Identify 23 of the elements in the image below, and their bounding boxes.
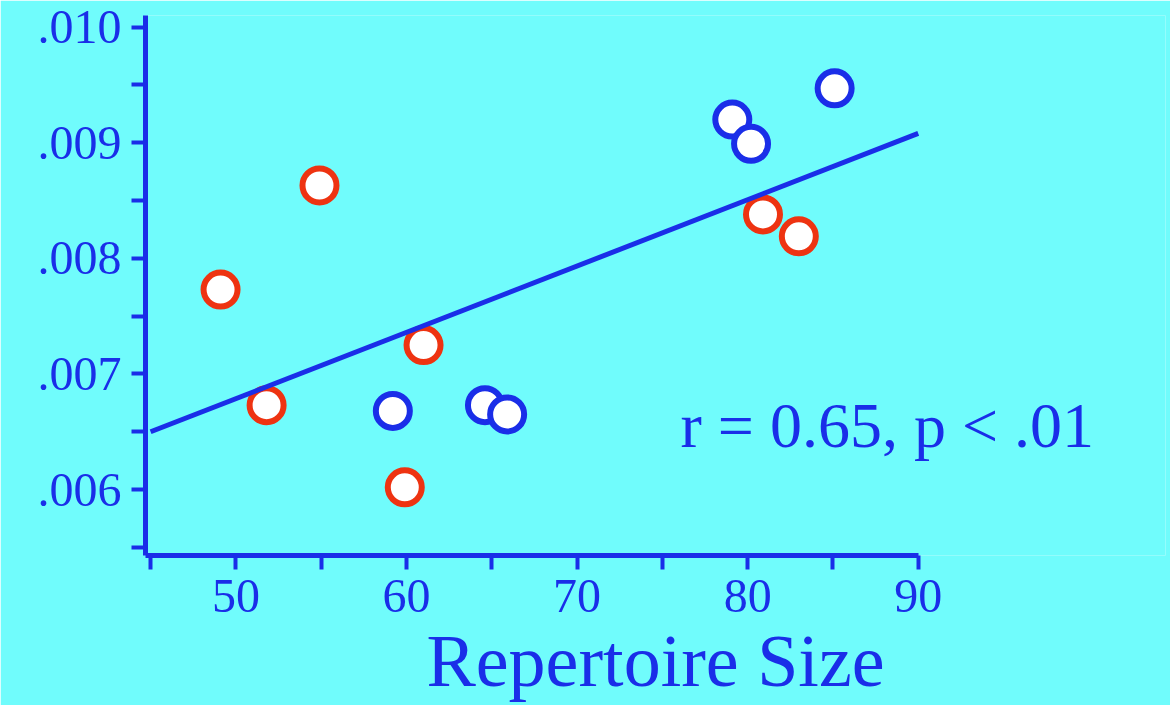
point — [246, 385, 287, 426]
y-tick-label: .006 — [37, 462, 122, 516]
x-tick-label: 80 — [723, 568, 772, 622]
point — [778, 216, 819, 257]
point — [487, 394, 528, 435]
point — [299, 165, 340, 206]
annotation: r = 0.65, p < .01 — [680, 389, 1094, 461]
x-tick-label: 70 — [553, 568, 602, 622]
y-tick-label: .009 — [37, 115, 122, 169]
point — [200, 269, 241, 310]
point — [743, 194, 783, 235]
point — [384, 467, 425, 508]
x-tick-label: 50 — [211, 568, 260, 622]
point — [403, 325, 444, 366]
y-tick-label: .007 — [37, 346, 122, 400]
y-tick-label: .010 — [37, 0, 122, 54]
point — [731, 123, 772, 164]
x-axis-title: Repertoire Size — [426, 619, 885, 702]
y-tick-label: .008 — [37, 231, 122, 285]
point — [814, 68, 855, 109]
x-tick-label: 60 — [382, 568, 431, 622]
point — [372, 390, 413, 431]
x-tick-label: 90 — [894, 568, 943, 622]
